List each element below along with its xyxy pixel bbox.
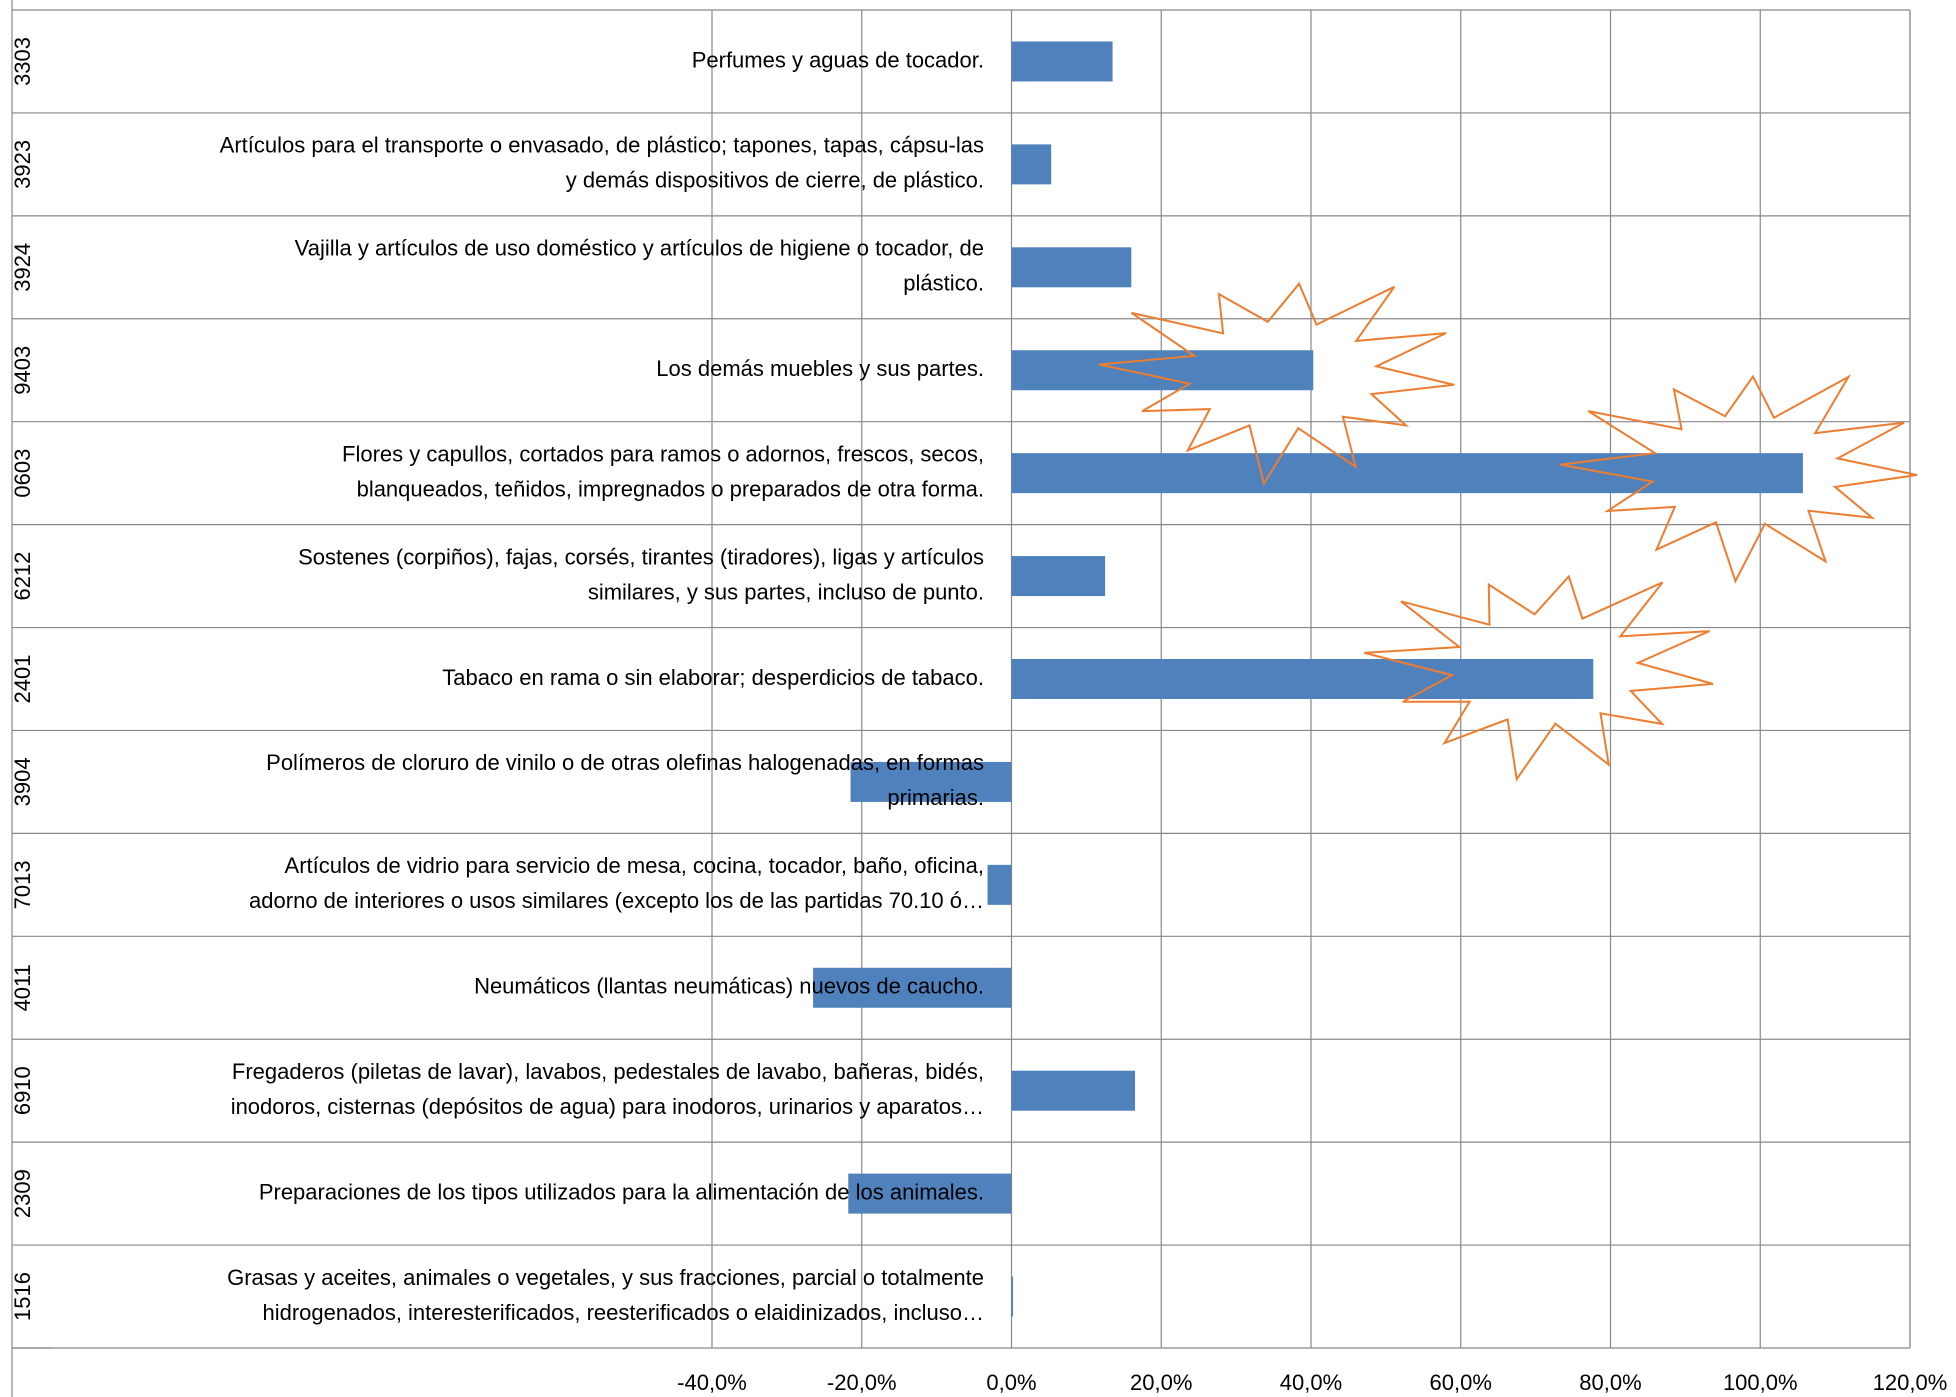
- x-tick-label: 20,0%: [1130, 1370, 1192, 1395]
- bar: [1011, 1276, 1013, 1317]
- category-code: 3904: [10, 757, 35, 806]
- x-tick-label: -20,0%: [827, 1370, 897, 1395]
- bar: [1011, 556, 1106, 597]
- starburst: [1364, 574, 1714, 782]
- bar: [1011, 247, 1132, 288]
- category-label: Sostenes (corpiños), fajas, corsés, tira…: [298, 544, 984, 569]
- category-code: 2401: [10, 655, 35, 704]
- bar: [1011, 659, 1594, 699]
- x-tick-label: 120,0%: [1873, 1370, 1948, 1395]
- category-code: 7013: [10, 860, 35, 909]
- category-code: 6910: [10, 1066, 35, 1115]
- x-tick-label: 100,0%: [1723, 1370, 1798, 1395]
- category-label: inodoros, cisternas (depósitos de agua) …: [231, 1094, 984, 1119]
- category-label: Polímeros de cloruro de vinilo o de otra…: [266, 750, 984, 775]
- category-label: Vajilla y artículos de uso doméstico y a…: [295, 236, 984, 261]
- category-label: similares, y sus partes, incluso de punt…: [588, 579, 984, 604]
- category-label: Preparaciones de los tipos utilizados pa…: [259, 1179, 984, 1204]
- category-code: 3924: [10, 243, 35, 292]
- category-label: y demás dispositivos de cierre, de plást…: [566, 168, 984, 193]
- bar: [1011, 41, 1113, 82]
- x-tick-label: -40,0%: [677, 1370, 747, 1395]
- category-label: blanqueados, teñidos, impregnados o prep…: [357, 476, 984, 501]
- category-label: Tabaco en rama o sin elaborar; desperdic…: [442, 665, 984, 690]
- starburst: [1560, 374, 1918, 584]
- x-tick-label: 40,0%: [1280, 1370, 1342, 1395]
- bar: [1011, 453, 1803, 494]
- category-label: primarias.: [887, 785, 984, 810]
- category-label: adorno de interiores o usos similares (e…: [249, 888, 984, 913]
- starburst: [1098, 281, 1455, 487]
- category-label: Artículos para el transporte o envasado,…: [220, 133, 984, 158]
- bar: [848, 1173, 1012, 1214]
- category-label: Artículos de vidrio para servicio de mes…: [285, 853, 984, 878]
- category-label: hidrogenados, interesterificados, reeste…: [262, 1300, 984, 1325]
- category-label: plástico.: [903, 271, 984, 296]
- category-label: Flores y capullos, cortados para ramos o…: [342, 441, 984, 466]
- category-code: 3923: [10, 140, 35, 189]
- category-code: 2309: [10, 1169, 35, 1218]
- category-code: 1516: [10, 1272, 35, 1321]
- bar: [813, 967, 1012, 1008]
- category-code: 9403: [10, 346, 35, 395]
- category-code: 0603: [10, 449, 35, 498]
- category-code: 4011: [10, 964, 35, 1011]
- category-label: Perfumes y aguas de tocador.: [692, 47, 984, 72]
- category-label: Neumáticos (llantas neumáticas) nuevos d…: [474, 974, 984, 999]
- x-tick-label: 60,0%: [1430, 1370, 1492, 1395]
- bar: [1011, 1070, 1136, 1111]
- bar: [987, 864, 1012, 905]
- x-tick-label: 0,0%: [986, 1370, 1036, 1395]
- category-code: 3303: [10, 37, 35, 86]
- category-code: 6212: [10, 552, 35, 601]
- category-label: Los demás muebles y sus partes.: [656, 356, 984, 381]
- category-label: Grasas y aceites, animales o vegetales, …: [227, 1265, 984, 1290]
- bar: [1011, 350, 1314, 391]
- bar: [850, 761, 1012, 802]
- x-tick-label: 80,0%: [1579, 1370, 1641, 1395]
- category-label: Fregaderos (piletas de lavar), lavabos, …: [232, 1059, 984, 1084]
- bar: [1011, 144, 1052, 185]
